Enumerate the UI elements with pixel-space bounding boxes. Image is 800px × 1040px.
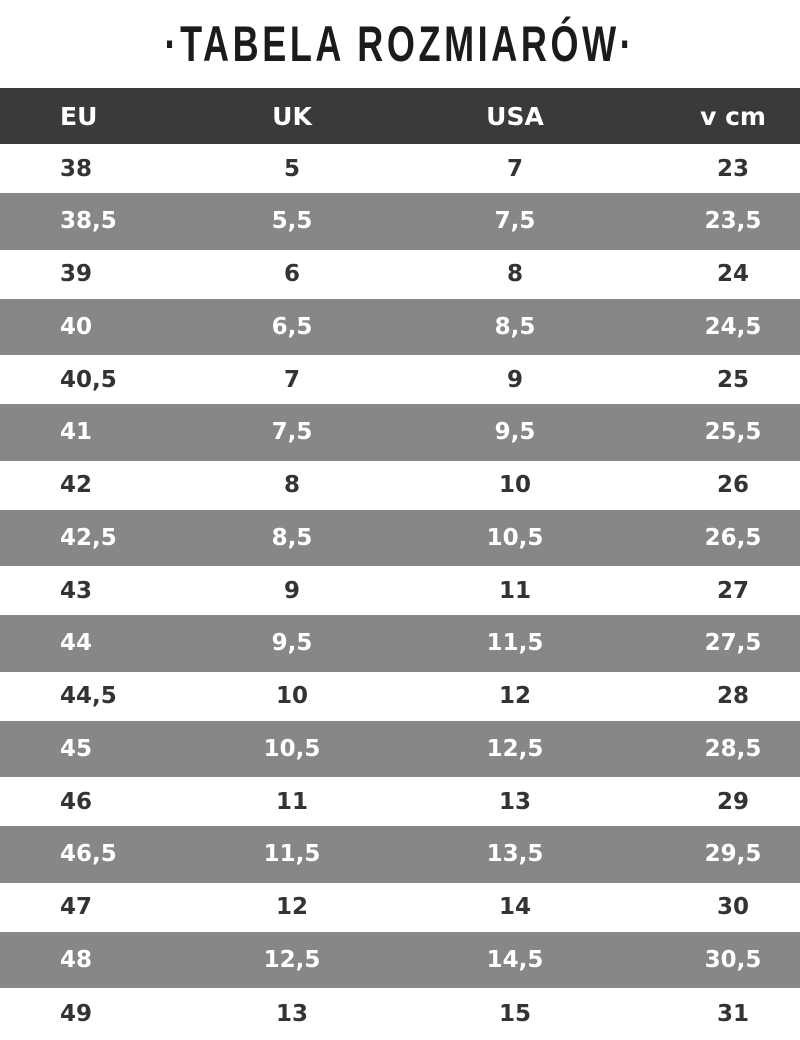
- cell-uk: 9: [283, 577, 300, 604]
- header-cm: v cm: [700, 101, 766, 131]
- cell-usa: 11: [498, 577, 531, 604]
- cell-cm: 30: [716, 894, 749, 920]
- table-row: 49 13 15 31: [0, 988, 800, 1040]
- cell-eu: 38: [60, 155, 93, 182]
- cell-cm: 28: [716, 683, 749, 709]
- cell-usa: 8: [506, 261, 523, 287]
- cell-usa: 10,5: [486, 524, 544, 551]
- table-row: 38,5 5,5 7,5 23,5: [0, 193, 800, 250]
- cell-usa: 13,5: [486, 841, 544, 868]
- cell-cm: 27,5: [704, 630, 762, 657]
- cell-cm: 27: [716, 577, 749, 604]
- cell-uk: 11: [275, 788, 308, 815]
- table-header: EU UK USA v cm: [0, 88, 800, 144]
- cell-uk: 11,5: [263, 841, 321, 868]
- header-usa: USA: [486, 101, 544, 131]
- cell-uk: 9,5: [271, 630, 313, 657]
- cell-usa: 9,5: [494, 419, 536, 446]
- table-row: 45 10,5 12,5 28,5: [0, 720, 800, 777]
- cell-usa: 11,5: [486, 630, 544, 657]
- table-row: 44,5 10 12 28: [0, 672, 800, 721]
- cell-eu: 42: [60, 472, 93, 498]
- size-table: EU UK USA v cm 38 5 7 23 38,5 5,5 7,5 23,5 39 6 8 2…: [0, 88, 800, 1040]
- cell-cm: 31: [716, 1001, 749, 1027]
- cell-cm: 26: [716, 472, 749, 498]
- cell-usa: 7: [506, 155, 523, 182]
- cell-eu: 47: [60, 894, 93, 920]
- cell-eu: 42,5: [60, 524, 117, 551]
- cell-cm: 25: [716, 366, 749, 393]
- cell-uk: 5: [283, 155, 300, 182]
- cell-usa: 9: [506, 366, 523, 393]
- cell-cm: 23: [716, 155, 749, 182]
- page-title: ·TABELA ROZMIARÓW·: [0, 0, 800, 88]
- cell-eu: 46: [60, 788, 93, 815]
- table-row: 40 6,5 8,5 24,5: [0, 298, 800, 355]
- cell-eu: 44,5: [60, 683, 117, 709]
- table-row: 40,5 7 9 25: [0, 355, 800, 404]
- cell-eu: 43: [60, 577, 93, 604]
- cell-eu: 41: [60, 419, 93, 446]
- cell-uk: 10: [275, 683, 308, 709]
- cell-eu: 40: [60, 313, 93, 340]
- cell-uk: 8: [283, 472, 300, 498]
- cell-cm: 26,5: [704, 524, 762, 551]
- cell-cm: 29,5: [704, 841, 762, 868]
- cell-eu: 48: [60, 946, 93, 973]
- table-row: 46 11 13 29: [0, 777, 800, 826]
- cell-uk: 12,5: [263, 946, 321, 973]
- table-row: 39 6 8 24: [0, 250, 800, 299]
- cell-usa: 7,5: [494, 208, 536, 235]
- cell-uk: 7,5: [271, 419, 313, 446]
- cell-usa: 15: [498, 1001, 531, 1027]
- cell-uk: 10,5: [263, 735, 321, 762]
- title-text: ·TABELA ROZMIARÓW·: [164, 16, 636, 72]
- table-row: 42 8 10 26: [0, 461, 800, 510]
- cell-eu: 38,5: [60, 208, 117, 235]
- table-row: 48 12,5 14,5 30,5: [0, 931, 800, 988]
- cell-usa: 14: [498, 894, 531, 920]
- cell-eu: 46,5: [60, 841, 117, 868]
- cell-cm: 28,5: [704, 735, 762, 762]
- table-row: 43 9 11 27: [0, 566, 800, 615]
- cell-usa: 14,5: [486, 946, 544, 973]
- table-row: 46,5 11,5 13,5 29,5: [0, 826, 800, 883]
- cell-uk: 6,5: [271, 313, 313, 340]
- cell-uk: 12: [275, 894, 308, 920]
- cell-eu: 40,5: [60, 366, 117, 393]
- cell-uk: 5,5: [271, 208, 313, 235]
- cell-uk: 13: [275, 1001, 308, 1027]
- cell-usa: 8,5: [494, 313, 536, 340]
- table-row: 38 5 7 23: [0, 144, 800, 193]
- cell-usa: 13: [498, 788, 531, 815]
- cell-eu: 44: [60, 630, 93, 657]
- cell-cm: 23,5: [704, 208, 762, 235]
- cell-cm: 24,5: [704, 313, 762, 340]
- cell-eu: 39: [60, 261, 93, 287]
- cell-usa: 10: [498, 472, 531, 498]
- cell-uk: 7: [283, 366, 300, 393]
- cell-usa: 12: [498, 683, 531, 709]
- cell-eu: 45: [60, 735, 93, 762]
- cell-usa: 12,5: [486, 735, 544, 762]
- cell-cm: 25,5: [704, 419, 762, 446]
- cell-cm: 29: [716, 788, 749, 815]
- table-row: 42,5 8,5 10,5 26,5: [0, 509, 800, 566]
- cell-cm: 24: [716, 261, 749, 287]
- table-row: 41 7,5 9,5 25,5: [0, 404, 800, 461]
- header-eu: EU: [60, 101, 98, 131]
- table-row: 47 12 14 30: [0, 883, 800, 932]
- cell-cm: 30,5: [704, 946, 762, 973]
- cell-eu: 49: [60, 1001, 93, 1027]
- cell-uk: 8,5: [271, 524, 313, 551]
- header-uk: UK: [272, 101, 312, 131]
- cell-uk: 6: [283, 261, 300, 287]
- table-row: 44 9,5 11,5 27,5: [0, 615, 800, 672]
